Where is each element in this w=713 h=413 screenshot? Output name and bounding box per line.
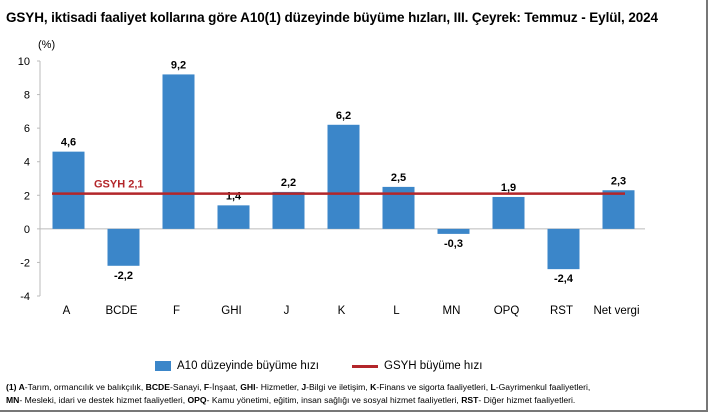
x-tick-label: OPQ [494, 305, 520, 317]
data-label: -0,3 [444, 238, 463, 250]
footnote-text: - Kamu yönetimi, eğitim, insan sağlığı v… [206, 395, 462, 405]
y-tick-label: 6 [24, 123, 30, 135]
x-tick-label: F [173, 305, 180, 317]
legend-item-bars: A10 düzeyinde büyüme hızı [155, 360, 319, 372]
footnote-text: -Gayrimenkul faaliyetleri, [495, 382, 591, 392]
footnote-code: GHI [240, 382, 256, 392]
legend-label-line: GSYH büyüme hızı [384, 360, 483, 372]
data-label: -2,2 [114, 270, 133, 282]
footnote-code: J [301, 382, 307, 392]
data-label: 6,2 [336, 110, 351, 122]
legend-label-bars: A10 düzeyinde büyüme hızı [177, 360, 319, 372]
legend-swatch-bar [155, 361, 171, 371]
x-tick-label: BCDE [106, 305, 138, 317]
footnote-text: - Hizmetler, [255, 382, 302, 392]
data-label: -2,4 [554, 273, 574, 285]
footnote-text: - Diğer hizmet faaliyetleri. [478, 395, 576, 405]
footnote-text: -Finans ve sigorta faaliyetleri, [376, 382, 491, 392]
footnote-text: -Tarım, ormancılık ve balıkçılık, [24, 382, 146, 392]
y-tick-label: -2 [20, 257, 30, 269]
x-tick-label: J [284, 305, 290, 317]
y-tick-label: 4 [24, 157, 30, 169]
footnote-code: BCDE [145, 382, 170, 392]
data-label: 4,6 [61, 137, 76, 149]
x-tick-label: L [393, 305, 400, 317]
chart-title: GSYH, iktisadi faaliyet kollarına göre A… [6, 10, 658, 25]
x-tick-label: Net vergi [593, 305, 639, 317]
bar-a [52, 151, 85, 229]
footnote-code: MN [6, 395, 20, 405]
bar-opq [492, 196, 525, 229]
y-tick-label: -4 [20, 291, 30, 303]
bar-f [162, 74, 195, 229]
footnote-code: K [370, 382, 377, 392]
bar-bcde [107, 228, 140, 266]
y-tick-label: 2 [24, 190, 30, 202]
data-label: 9,2 [171, 59, 186, 71]
y-tick-label: 8 [24, 90, 30, 102]
y-axis-unit: (%) [38, 39, 56, 51]
footnote-code: RST [461, 395, 479, 405]
bar-mn [437, 228, 470, 234]
footnote-text: -Sanayi, [169, 382, 204, 392]
y-tick-label: 0 [24, 224, 30, 236]
legend-swatch-line [352, 364, 378, 368]
data-label: 1,4 [226, 190, 242, 202]
x-tick-label: MN [443, 305, 461, 317]
x-tick-label: GHI [221, 305, 241, 317]
footnote: (1) A-Tarım, ormancılık ve balıkçılık, B… [6, 381, 706, 407]
x-tick-label: RST [550, 305, 573, 317]
data-label: 2,3 [611, 175, 626, 187]
x-tick-label: K [338, 305, 346, 317]
bar-k [327, 124, 360, 229]
data-label: 1,9 [501, 182, 516, 194]
footnote-code: L [490, 382, 496, 392]
gsyh-annotation: GSYH 2,1 [94, 179, 144, 191]
data-label: 2,5 [391, 172, 406, 184]
footnote-code: A [18, 382, 25, 392]
footnote-text: -Bilgi ve iletişim, [306, 382, 371, 392]
x-tick-label: A [63, 305, 71, 317]
bar-chart: 10 8 6 4 2 0 -2 -4 4,6 A -2,2 BCDE 9,2 F 1,4 GHI 2,2 J 6,2… [18, 56, 645, 317]
footnote-text: - Mesleki, idari ve destek hizmet faaliy… [19, 395, 188, 405]
footnote-prefix: (1) [6, 382, 19, 392]
footnote-code: OPQ [187, 395, 207, 405]
bar-ghi [217, 205, 250, 229]
bar-j [272, 191, 305, 229]
bar-rst [547, 228, 580, 270]
footnote-code: F [203, 382, 210, 392]
bar-net-vergi [602, 190, 635, 229]
footnote-text: -İnşaat, [209, 382, 241, 392]
data-label: 2,2 [281, 177, 296, 189]
y-tick-label: 10 [18, 56, 30, 68]
legend-item-line: GSYH büyüme hızı [352, 360, 482, 372]
